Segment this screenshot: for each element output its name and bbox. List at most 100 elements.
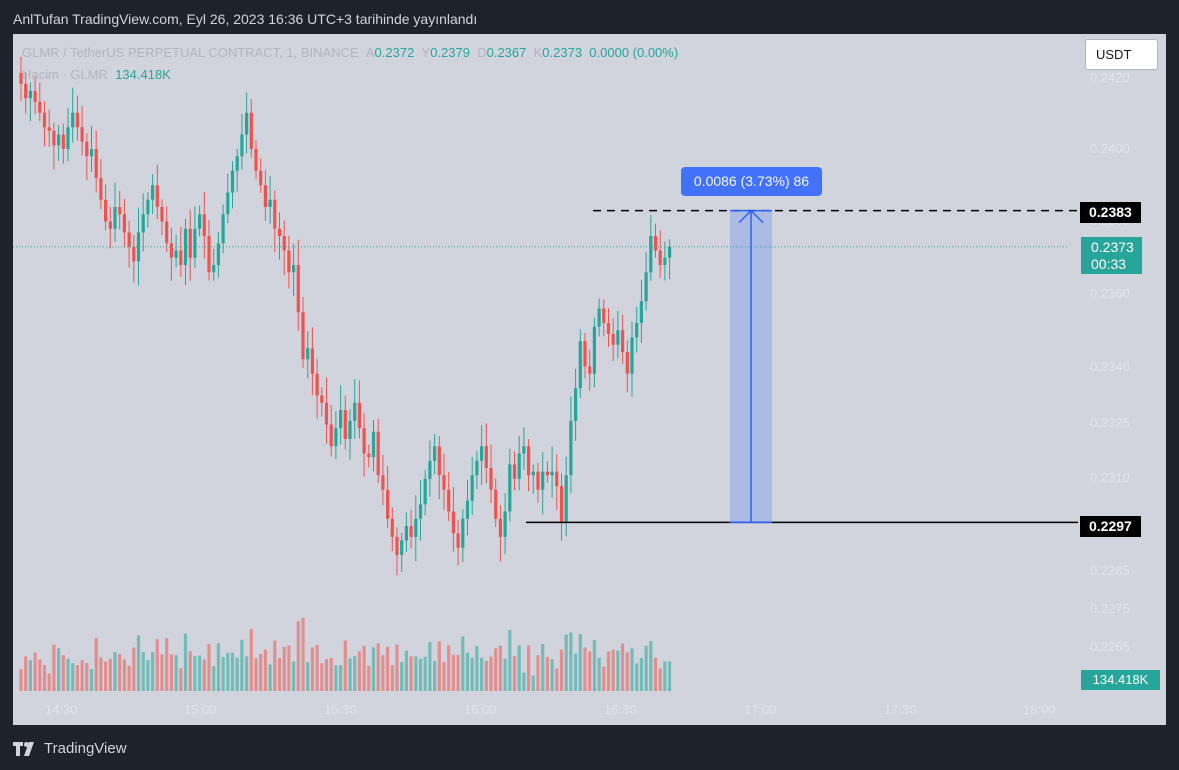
candle — [136, 232, 141, 262]
legend-change: 0.0000 (0.00%) — [589, 45, 679, 60]
volume-bar — [409, 656, 413, 691]
volume-bar — [193, 656, 197, 691]
volume-bar — [122, 659, 126, 691]
volume-bar — [653, 657, 658, 691]
candle — [310, 348, 314, 374]
volume-bar — [118, 654, 122, 691]
legend-open: 0.2372 — [374, 45, 415, 60]
candle — [202, 214, 206, 236]
candle — [268, 199, 272, 207]
candle — [433, 446, 437, 461]
candle — [47, 127, 51, 131]
volume-bar — [395, 644, 399, 691]
candle — [437, 446, 441, 476]
volume-bar — [155, 639, 159, 691]
volume-bar — [428, 641, 432, 691]
candle — [381, 475, 385, 490]
volume-bar — [545, 656, 549, 691]
chart-frame[interactable]: GLMR / TetherUS PERPETUAL CONTRACT, 1, B… — [13, 34, 1166, 725]
candle — [89, 149, 94, 157]
candle — [465, 500, 470, 519]
price-axis-label: 0.2340 — [1090, 359, 1130, 374]
volume-bar — [160, 654, 164, 691]
time-axis-label: 15:30 — [324, 702, 357, 717]
candle — [99, 178, 103, 200]
volume-bar — [480, 657, 484, 691]
volume-bar — [418, 658, 423, 691]
candle — [108, 221, 112, 229]
volume-bar — [240, 639, 244, 691]
time-axis-label: 16:30 — [604, 702, 637, 717]
candle — [28, 91, 32, 99]
candle — [179, 250, 183, 265]
candle — [188, 228, 192, 258]
volume-bar — [386, 646, 390, 691]
time-axis-label: 18:00 — [1023, 702, 1056, 717]
volume-bar — [602, 666, 606, 691]
volume-bar — [221, 656, 225, 691]
legend-volume-value: 134.418K — [115, 67, 171, 82]
volume-bar — [141, 652, 145, 691]
candle — [127, 232, 131, 247]
candle — [339, 410, 343, 429]
candles — [19, 56, 672, 576]
candle — [132, 246, 136, 262]
volume-bar — [550, 659, 554, 691]
volume-bar — [400, 662, 404, 691]
candle — [602, 308, 606, 323]
volume-bar — [414, 656, 418, 691]
volume-bar — [151, 651, 155, 691]
candle — [569, 420, 573, 476]
volume-bar — [668, 661, 672, 691]
volume-bar — [89, 669, 94, 691]
candle — [522, 446, 526, 454]
candle — [541, 471, 545, 490]
candle — [480, 446, 484, 461]
candle — [583, 341, 587, 367]
candle — [174, 250, 178, 258]
candle — [512, 464, 517, 479]
candle — [371, 431, 376, 458]
volume-bar — [169, 654, 173, 691]
measure-label[interactable]: 0.0086 (3.73%) 86 — [681, 167, 822, 196]
candle — [315, 373, 319, 396]
candle — [447, 489, 451, 512]
candle — [254, 149, 258, 171]
candle — [263, 185, 267, 207]
volume-bar — [212, 666, 216, 691]
volume-bar — [644, 645, 648, 691]
volume-bar — [57, 648, 61, 691]
currency-button[interactable]: USDT — [1085, 39, 1158, 70]
volume-bar — [207, 644, 211, 691]
volume-bar — [324, 659, 329, 691]
candle — [362, 428, 366, 454]
volume-bar — [249, 628, 253, 691]
volume-bar — [174, 655, 178, 691]
volume-bar — [282, 646, 286, 691]
candle — [33, 91, 37, 102]
candle — [484, 446, 488, 468]
candle — [357, 402, 361, 429]
legend-symbol: GLMR / TetherUS PERPETUAL CONTRACT, 1, B… — [22, 45, 359, 60]
candle — [57, 134, 61, 146]
candle — [531, 471, 535, 476]
volume-bar — [494, 648, 498, 691]
volume-bar — [371, 647, 376, 691]
volume-bar — [404, 650, 408, 691]
volume-bar — [531, 675, 535, 691]
chart-canvas[interactable] — [13, 34, 1166, 725]
last-price-value: 0.2373 — [1091, 239, 1134, 255]
legend-high: 0.2379 — [430, 45, 470, 60]
legend-high-label: Y — [421, 45, 431, 60]
tradingview-logo[interactable]: TradingView — [13, 740, 127, 757]
price-axis-label: 0.2420 — [1090, 70, 1130, 85]
price-axis-label: 0.2360 — [1090, 286, 1130, 301]
candle — [625, 352, 629, 374]
volume-bar — [310, 647, 314, 691]
volume-bar — [245, 656, 249, 691]
candle — [592, 326, 596, 374]
candle — [207, 236, 211, 273]
price-range-arrowhead — [738, 209, 764, 224]
candle — [212, 265, 216, 273]
volume-bar — [188, 651, 192, 691]
